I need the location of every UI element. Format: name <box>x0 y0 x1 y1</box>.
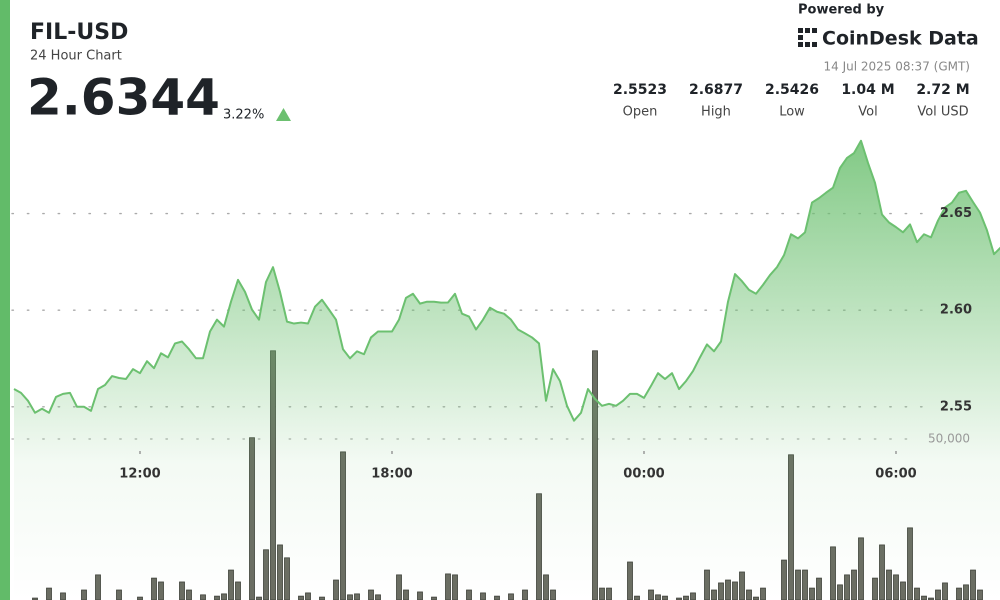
y-tick-label: 2.60 <box>940 303 972 318</box>
powered-by: Powered by <box>798 3 885 18</box>
price-line <box>13 139 1000 422</box>
axes: 2.55 2.60 2.65 50,000 12:00 18:00 00:00 06:00 <box>119 206 972 481</box>
change: 3.22% <box>223 108 264 123</box>
x-tick-label: 12:00 <box>119 467 160 482</box>
stat-label: Low <box>779 105 805 120</box>
price: 2.6344 <box>27 69 220 127</box>
stat-label: High <box>701 105 731 120</box>
stat-value: 2.5523 <box>613 82 667 98</box>
stats: 2.5523 Open 2.6877 High 2.5426 Low 1.04 M Vol 2.… <box>613 82 970 120</box>
symbol: FIL-USD <box>30 20 128 45</box>
x-tick-label: 00:00 <box>623 467 664 482</box>
subtitle: 24 Hour Chart <box>30 49 122 64</box>
y2-tick-label: 50,000 <box>928 432 970 446</box>
plot: 2.55 2.60 2.65 50,000 12:00 18:00 00:00 06:00 <box>11 139 1000 600</box>
stat-value: 2.72 M <box>916 82 969 98</box>
stat-value: 2.5426 <box>765 82 819 98</box>
brand: CoinDesk Data <box>822 28 979 50</box>
timestamp: 14 Jul 2025 08:37 (GMT) <box>824 60 970 74</box>
brand-logo <box>798 28 817 47</box>
stat-label: Open <box>623 105 658 120</box>
accent-bar <box>0 0 10 600</box>
stat-value: 1.04 M <box>841 82 894 98</box>
stat-label: Vol <box>858 105 877 120</box>
y-tick-label: 2.55 <box>940 399 972 414</box>
up-arrow <box>276 108 291 121</box>
x-tick-label: 18:00 <box>371 467 412 482</box>
price <box>13 139 1000 600</box>
y-tick-label: 2.65 <box>940 206 972 221</box>
stat-label: Vol USD <box>917 105 968 120</box>
stat-value: 2.6877 <box>689 82 743 98</box>
x-tick-label: 06:00 <box>875 467 916 482</box>
price-area <box>14 140 1000 600</box>
